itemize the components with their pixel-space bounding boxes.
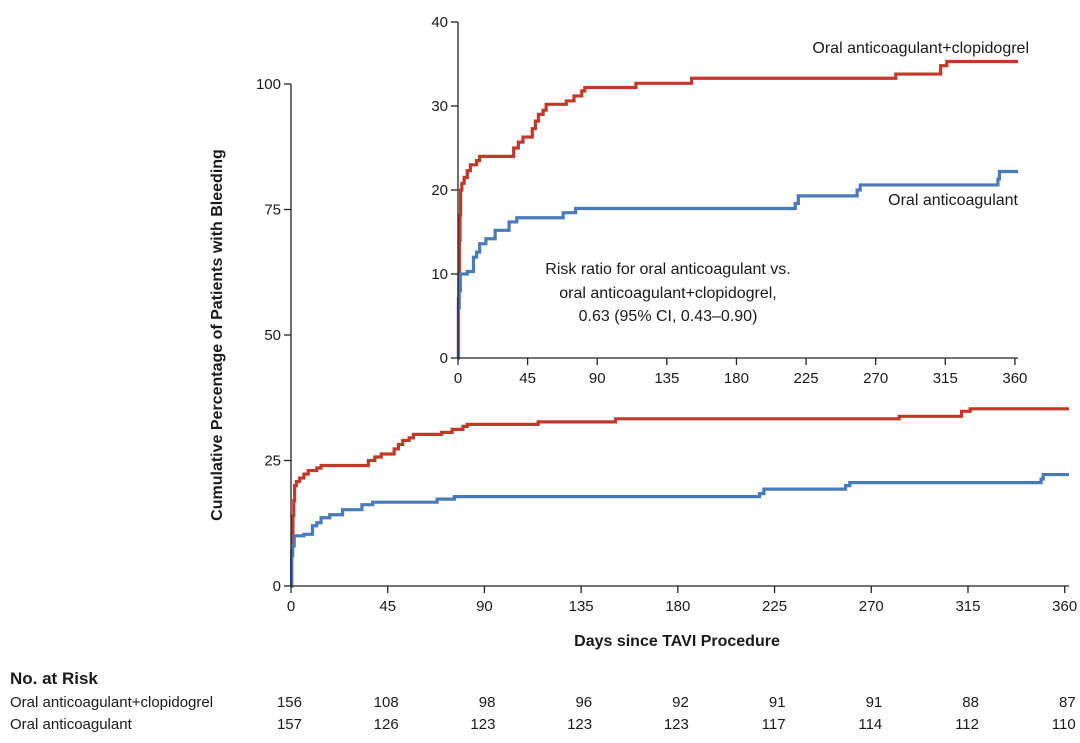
main-x-ticks: 0 45 90 135 180 225 270 315 360: [287, 586, 1077, 615]
risk-values: 156 108 98 96 92 91 91 88 87 157 126 123 123 123 117 11…: [277, 694, 1076, 733]
main-x-tick-label: 90: [476, 598, 493, 615]
inset-x-tick-label: 225: [794, 370, 819, 387]
inset-x-tick-label: 360: [1002, 370, 1027, 387]
main-x-tick-label: 45: [379, 598, 396, 615]
risk-value-oac: 123: [567, 716, 592, 733]
risk-value-oac: 114: [858, 716, 882, 733]
risk-value-combo: 91: [769, 694, 786, 711]
inset-series-oac-clopidogrel: [456, 59, 1018, 360]
risk-value-oac: 157: [277, 716, 302, 733]
inset-series-group: [456, 59, 1018, 360]
main-y-tick-label: 25: [264, 453, 281, 470]
main-x-tick-label: 135: [569, 598, 594, 615]
risk-ratio-line-1: Risk ratio for oral anticoagulant vs.: [545, 261, 790, 278]
inset-plot: 0 10 20 30 40 0 45 90 135 180 225 270 315 360 Oral a…: [431, 14, 1030, 387]
x-axis-title: Days since TAVI Procedure: [574, 633, 780, 650]
main-series-oac-clopidogrel: [290, 407, 1069, 588]
risk-value-combo: 96: [575, 694, 592, 711]
risk-value-oac: 110: [1052, 716, 1076, 733]
risk-value-combo: 92: [672, 694, 689, 711]
main-y-ticks: 0 25 50 75 100: [256, 76, 291, 595]
main-y-tick-label: 0: [273, 578, 281, 595]
risk-value-oac: 123: [664, 716, 689, 733]
inset-x-tick-label: 315: [933, 370, 958, 387]
inset-label-oac: Oral anticoagulant: [888, 192, 1018, 209]
risk-value-oac: 123: [470, 716, 495, 733]
main-y-tick-label: 100: [256, 76, 281, 93]
main-x-tick-label: 315: [955, 598, 980, 615]
inset-x-tick-label: 270: [863, 370, 888, 387]
risk-value-combo: 156: [277, 694, 302, 711]
inset-y-tick-label: 10: [431, 266, 448, 283]
main-x-tick-label: 225: [762, 598, 787, 615]
main-x-tick-label: 360: [1052, 598, 1077, 615]
risk-value-oac: 117: [762, 716, 786, 733]
risk-ratio-line-3: 0.63 (95% CI, 0.43–0.90): [579, 308, 758, 325]
inset-label-combo: Oral anticoagulant+clopidogrel: [812, 40, 1029, 57]
risk-table: No. at Risk Oral anticoagulant+clopidogr…: [10, 669, 1076, 733]
risk-row-label-oac: Oral anticoagulant: [10, 716, 133, 733]
risk-value-combo: 98: [479, 694, 496, 711]
risk-value-combo: 108: [374, 694, 399, 711]
inset-y-tick-label: 30: [431, 98, 448, 115]
inset-x-tick-label: 0: [454, 370, 462, 387]
inset-y-ticks: 0 10 20 30 40: [431, 14, 458, 367]
inset-x-tick-label: 180: [724, 370, 749, 387]
risk-row-label-combo: Oral anticoagulant+clopidogrel: [10, 694, 213, 711]
main-y-tick-label: 50: [264, 327, 281, 344]
inset-series-oac: [456, 169, 1018, 360]
inset-x-tick-label: 135: [654, 370, 679, 387]
y-axis-title: Cumulative Percentage of Patients with B…: [209, 149, 226, 521]
main-x-tick-label: 0: [287, 598, 295, 615]
main-series-oac: [290, 472, 1069, 588]
risk-value-oac: 126: [374, 716, 399, 733]
risk-table-title: No. at Risk: [10, 669, 98, 688]
inset-x-tick-label: 90: [589, 370, 606, 387]
main-series-group: [290, 407, 1069, 588]
risk-value-oac: 112: [955, 716, 979, 733]
risk-value-combo: 88: [962, 694, 979, 711]
inset-x-ticks: 0 45 90 135 180 225 270 315 360: [454, 358, 1027, 387]
inset-y-tick-label: 20: [431, 182, 448, 199]
risk-ratio-line-2: oral anticoagulant+clopidogrel,: [559, 285, 776, 302]
inset-y-tick-label: 0: [440, 350, 448, 367]
risk-value-combo: 91: [866, 694, 883, 711]
inset-x-tick-label: 45: [519, 370, 536, 387]
main-x-tick-label: 180: [665, 598, 690, 615]
inset-y-tick-label: 40: [431, 14, 448, 31]
main-x-tick-label: 270: [859, 598, 884, 615]
risk-value-combo: 87: [1059, 694, 1076, 711]
main-y-tick-label: 75: [264, 202, 281, 219]
